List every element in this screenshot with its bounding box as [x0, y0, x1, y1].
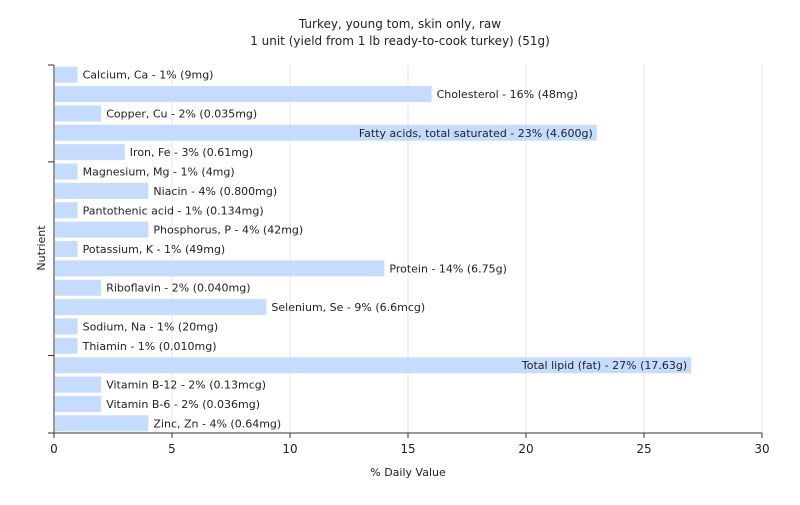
bar-label: Thiamin - 1% (0.010mg) — [82, 340, 217, 353]
bar — [55, 66, 78, 83]
bar — [55, 144, 125, 161]
bar-label: Calcium, Ca - 1% (9mg) — [83, 69, 214, 82]
x-tick-label: 30 — [754, 442, 769, 456]
bar — [55, 202, 78, 219]
bar-label: Fatty acids, total saturated - 23% (4.60… — [359, 127, 593, 140]
x-tick-label: 15 — [400, 442, 415, 456]
bar — [55, 415, 149, 432]
bar — [55, 124, 597, 141]
chart-subtitle: 1 unit (yield from 1 lb ready-to-cook tu… — [250, 34, 550, 48]
x-tick-label: 20 — [518, 442, 533, 456]
bar-label: Potassium, K - 1% (49mg) — [83, 243, 226, 256]
bar-label: Copper, Cu - 2% (0.035mg) — [106, 107, 257, 120]
bar-label: Vitamin B-12 - 2% (0.13mcg) — [106, 379, 266, 392]
bar — [55, 105, 102, 122]
bar — [55, 299, 267, 316]
x-axis-ticks: 0 5 10 15 20 25 30 — [50, 433, 770, 456]
bar-label: Selenium, Se - 9% (6.6mcg) — [271, 301, 425, 314]
bar — [55, 241, 78, 257]
bar-label: Phosphorus, P - 4% (42mg) — [153, 224, 303, 237]
bar — [55, 376, 102, 393]
x-tick-label: 25 — [636, 442, 651, 456]
bar-label: Magnesium, Mg - 1% (4mg) — [83, 166, 235, 179]
bars: Calcium, Ca - 1% (9mg) Cholesterol - 16% … — [55, 66, 692, 432]
bar — [55, 86, 432, 103]
x-axis-title: % Daily Value — [370, 466, 446, 479]
bar — [55, 163, 78, 180]
x-tick-label: 0 — [50, 442, 58, 456]
bar — [55, 260, 385, 277]
y-axis-title: Nutrient — [35, 225, 48, 271]
bar-label: Protein - 14% (6.75g) — [389, 262, 507, 275]
bar-label: Pantothenic acid - 1% (0.134mg) — [83, 204, 264, 217]
bar-label: Niacin - 4% (0.800mg) — [153, 185, 277, 198]
x-tick-label: 5 — [168, 442, 176, 456]
bar-label: Sodium, Na - 1% (20mg) — [83, 320, 219, 333]
bar — [55, 318, 78, 335]
bar — [55, 395, 102, 412]
x-tick-label: 10 — [282, 442, 297, 456]
bar — [55, 279, 102, 296]
chart-title: Turkey, young tom, skin only, raw — [298, 17, 501, 31]
bar — [55, 337, 78, 354]
bar-label: Cholesterol - 16% (48mg) — [437, 88, 578, 101]
bar-label: Zinc, Zn - 4% (0.64mg) — [153, 417, 281, 430]
bar — [55, 182, 149, 199]
bar-label: Total lipid (fat) - 27% (17.63g) — [521, 359, 687, 372]
bar — [55, 221, 149, 238]
bar — [55, 357, 692, 374]
bar-label: Iron, Fe - 3% (0.61mg) — [130, 146, 253, 159]
bar-label: Vitamin B-6 - 2% (0.036mg) — [106, 398, 260, 411]
bar-label: Riboflavin - 2% (0.040mg) — [106, 282, 250, 295]
